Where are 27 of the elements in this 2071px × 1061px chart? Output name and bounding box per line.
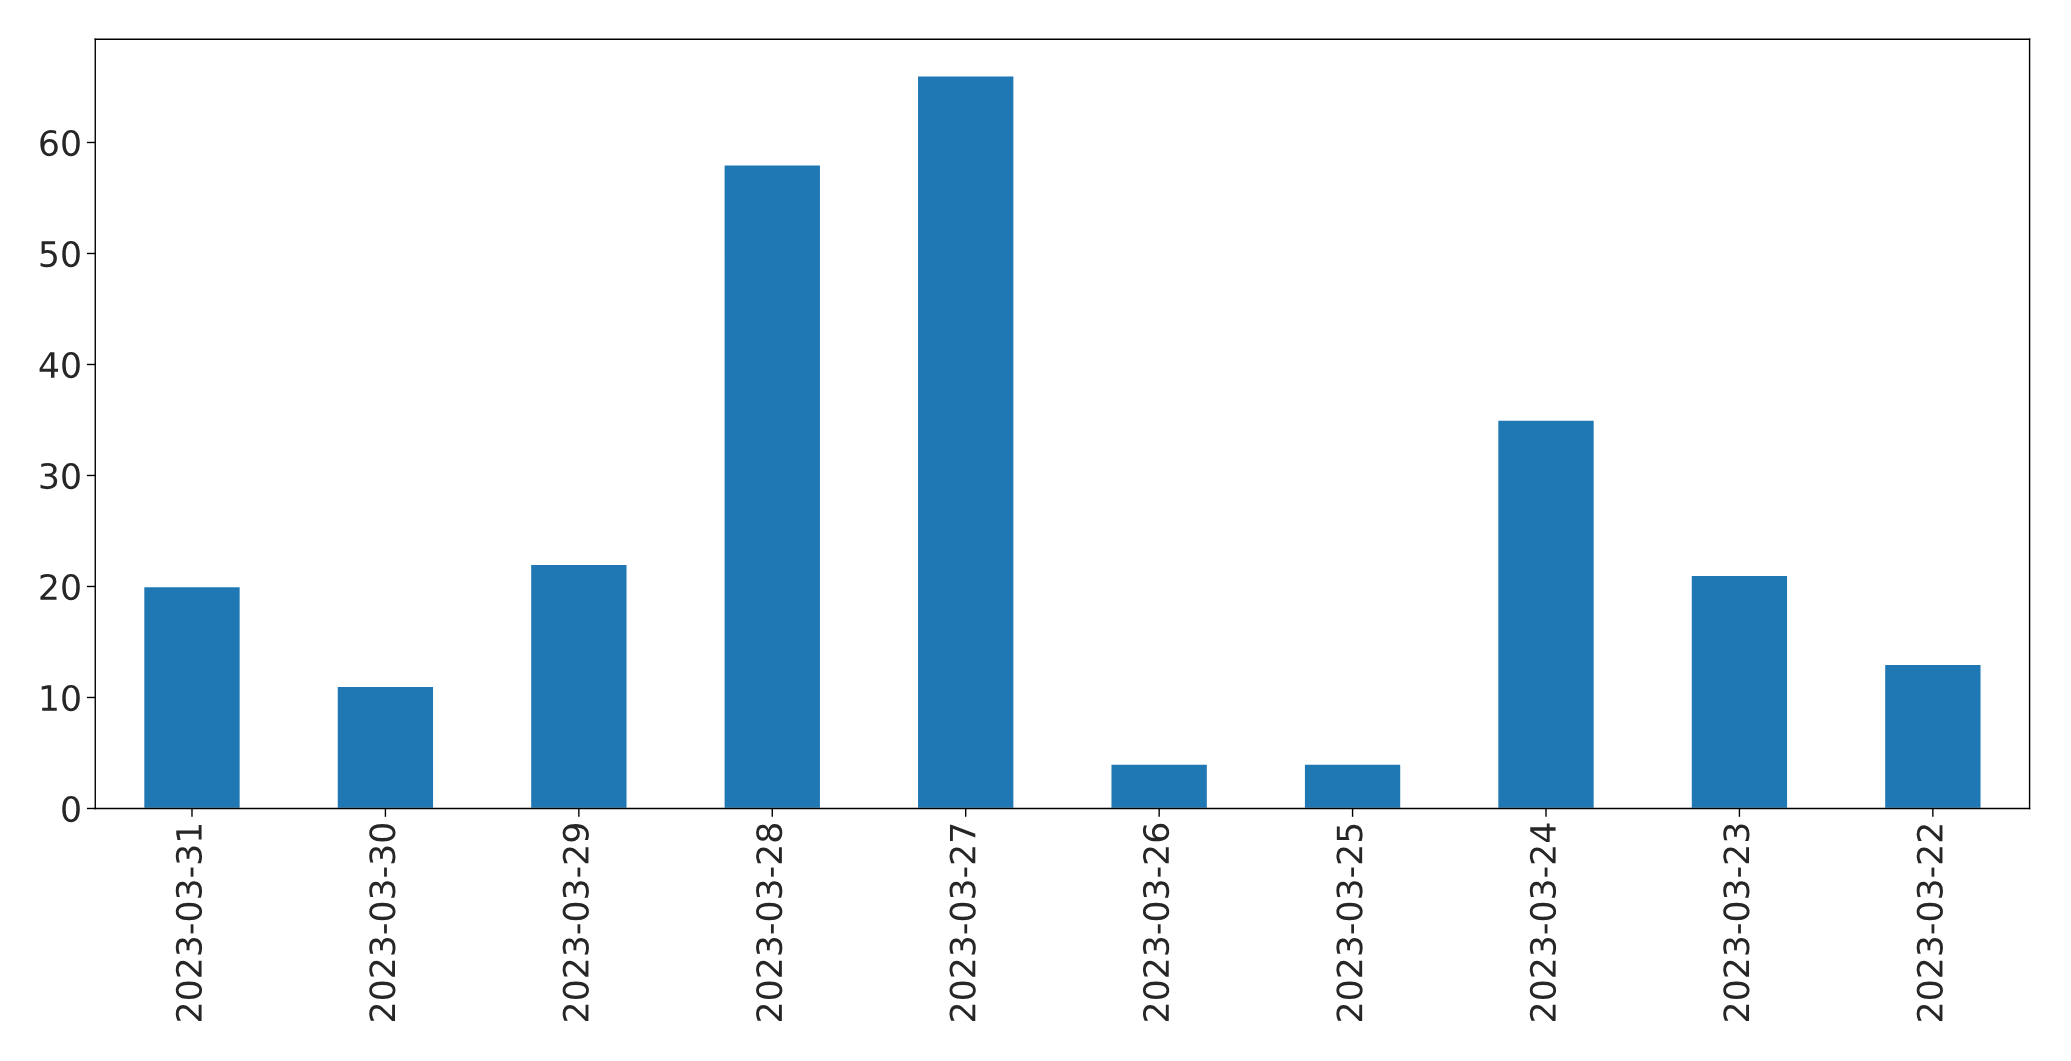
x-tick-label: 2023-03-23 [1723,824,1750,1021]
bar [916,75,1015,809]
x-tick-label: 2023-03-22 [1916,825,1943,1021]
y-tick-label: 10 [41,684,80,712]
x-tick-label: 2023-03-29 [562,824,589,1021]
bar [1496,419,1596,809]
y-tick-label: 20 [40,573,80,601]
x-tick-label: 2023-03-27 [949,824,976,1021]
bar [1303,763,1402,809]
x-tick-label: 2023-03-30 [369,823,396,1021]
bar [723,163,822,809]
y-tick-label: 60 [40,129,80,157]
bar [1690,574,1789,809]
bar [1110,763,1209,809]
x-tick-label: 2023-03-25 [1336,824,1363,1021]
x-tick-label: 2023-03-24 [1529,823,1557,1021]
y-tick-label: 50 [40,240,80,268]
bar [529,563,628,809]
x-tick-label: 2023-03-26 [1142,823,1170,1021]
x-tick-label: 2023-03-31 [175,824,203,1021]
y-tick-label: 40 [39,351,80,379]
y-tick-label: 0 [62,795,80,823]
bar [142,585,242,809]
bar [336,685,435,809]
bar [1883,663,1982,809]
x-tick-label: 2023-03-28 [756,824,783,1021]
y-tick-label: 30 [40,462,80,490]
